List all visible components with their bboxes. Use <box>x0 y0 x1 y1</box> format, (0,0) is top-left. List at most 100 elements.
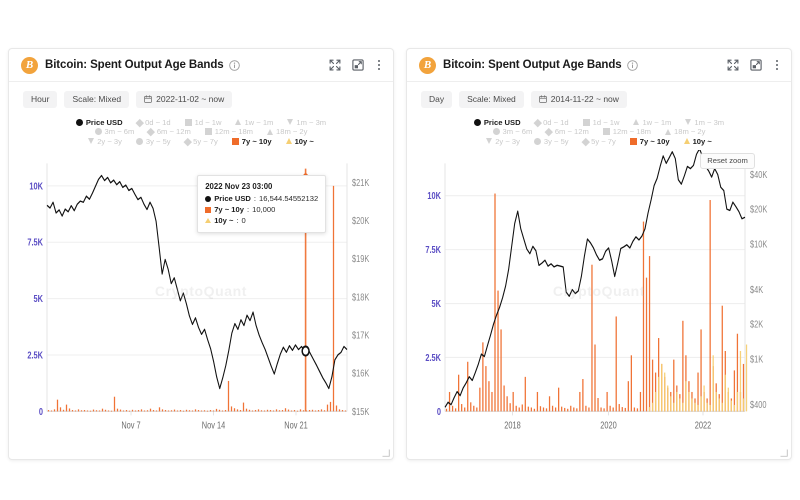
tri-down-marker-icon <box>287 119 294 126</box>
svg-text:$40K: $40K <box>750 169 767 180</box>
expand-icon[interactable] <box>727 59 739 71</box>
resize-handle-icon[interactable] <box>779 448 788 457</box>
svg-text:5K: 5K <box>34 293 44 304</box>
legend-item-6m-12m[interactable]: 6m ~ 12m <box>545 127 589 137</box>
tooltip-value: 16,544.54552132 <box>259 194 319 204</box>
info-icon[interactable] <box>228 59 240 71</box>
svg-text:$2K: $2K <box>750 319 763 330</box>
legend-label: 7y ~ 10y <box>639 136 670 146</box>
svg-text:2.5K: 2.5K <box>27 350 43 361</box>
legend-item-7y-10y[interactable]: 7y ~ 10y <box>231 136 272 146</box>
legend-item-5y-7y[interactable]: 5y ~ 7y <box>183 136 218 146</box>
legend-label: 1m ~ 3m <box>694 117 725 127</box>
tooltip-value: 10,000 <box>252 205 276 215</box>
legend-item-3m-6m[interactable]: 3m ~ 6m <box>94 128 134 136</box>
legend-item-10y-[interactable]: 10y ~ <box>285 138 314 146</box>
svg-text:$1K: $1K <box>750 354 763 365</box>
legend-label: Price USD <box>483 117 521 127</box>
scale-chip[interactable]: Scale: Mixed <box>64 91 130 108</box>
svg-text:$400: $400 <box>750 399 767 410</box>
legend-item-7y-10y[interactable]: 7y ~ 10y <box>629 136 670 146</box>
chart-plot-area-right[interactable]: 0 2.5K 5K 7.5K 10K $400 $1K $2K $4K $10K $20K $40K 2… <box>409 150 789 457</box>
interval-chip[interactable]: Day <box>421 91 453 108</box>
legend-label: 0d ~ 1d <box>145 117 171 127</box>
chart-legend: Price USD 0d ~ 1d 1d ~ 1w 1w ~ 1m 1m ~ 3m 3m … <box>9 113 393 151</box>
legend-item-1d-1w[interactable]: 1d ~ 1w <box>582 118 619 127</box>
header-actions <box>329 58 383 72</box>
popout-icon[interactable] <box>352 59 364 71</box>
legend-label: 12m ~ 18m <box>214 127 253 137</box>
legend-item-12m-18m[interactable]: 12m ~ 18m <box>204 127 253 137</box>
legend-item-3m-6m[interactable]: 3m ~ 6m <box>492 127 533 137</box>
svg-text:Nov 21: Nov 21 <box>284 420 308 431</box>
diamond-marker-icon <box>545 128 553 136</box>
legend-item-6m-12m[interactable]: 6m ~ 12m <box>147 128 191 136</box>
tri-up-marker-icon <box>267 128 273 135</box>
kebab-dot <box>378 60 380 62</box>
tri-down-marker-icon <box>88 138 95 145</box>
tooltip-value: 0 <box>241 216 246 226</box>
kebab-dot <box>776 68 778 70</box>
kebab-dot <box>378 68 380 70</box>
calendar-icon <box>539 95 547 104</box>
band-7y-10y-marker-icon <box>205 206 212 213</box>
interval-chip[interactable]: Hour <box>23 91 58 108</box>
circle-marker-icon <box>533 137 541 145</box>
square-marker-icon <box>204 128 212 136</box>
diamond-marker-icon <box>533 118 542 127</box>
date-range-chip[interactable]: 2022-11-02 ~ now <box>136 91 233 108</box>
info-icon[interactable] <box>626 59 638 71</box>
calendar-icon <box>144 95 152 104</box>
legend-item-2y-3y[interactable]: 2y ~ 3y <box>88 138 122 146</box>
legend-item-3y-5y[interactable]: 3y ~ 5y <box>135 138 171 146</box>
more-options-icon[interactable] <box>773 58 781 72</box>
legend-label: 1w ~ 1m <box>642 117 672 127</box>
expand-icon[interactable] <box>329 59 341 71</box>
date-range-label: 2014-11-22 ~ now <box>550 94 619 104</box>
legend-row: 3m ~ 6m 6m ~ 12m 12m ~ 18m 18m ~ 2y <box>17 128 385 136</box>
chart-panel-right: B Bitcoin: Spent Output Age Bands <box>406 48 792 460</box>
legend-item-0d-1d[interactable]: 0d ~ 1d <box>533 117 569 127</box>
tri-up-marker-icon <box>285 138 292 145</box>
legend-item-1m-3m[interactable]: 1m ~ 3m <box>287 118 326 127</box>
date-range-chip[interactable]: 2014-11-22 ~ now <box>530 91 627 108</box>
resize-handle-icon[interactable] <box>381 448 390 457</box>
legend-label: 1d ~ 1w <box>194 117 222 127</box>
legend-item-12m-18m[interactable]: 12m ~ 18m <box>602 128 651 136</box>
svg-text:$20K: $20K <box>750 204 767 215</box>
legend-row: Price USD 0d ~ 1d 1d ~ 1w 1w ~ 1m 1m ~ 3m <box>17 117 385 127</box>
legend-item-1w-1m[interactable]: 1w ~ 1m <box>235 118 273 127</box>
legend-item-10y-[interactable]: 10y ~ <box>683 136 712 146</box>
legend-label: 0d ~ 1d <box>543 117 569 127</box>
legend-item-5y-7y[interactable]: 5y ~ 7y <box>581 138 616 146</box>
tri-up-marker-icon <box>633 119 640 126</box>
legend-item-18m-2y[interactable]: 18m ~ 2y <box>267 128 307 136</box>
legend-label: 5y ~ 7y <box>193 136 218 146</box>
svg-text:$21K: $21K <box>352 177 369 188</box>
tooltip-title: 2022 Nov 23 03:00 <box>205 181 273 191</box>
legend-item-1w-1m[interactable]: 1w ~ 1m <box>633 117 672 127</box>
legend-item-0d-1d[interactable]: 0d ~ 1d <box>135 117 171 127</box>
legend-item-18m-2y[interactable]: 18m ~ 2y <box>665 128 705 136</box>
legend-label: 6m ~ 12m <box>554 127 589 137</box>
date-range-label: 2022-11-02 ~ now <box>156 94 225 104</box>
more-options-icon[interactable] <box>375 58 383 72</box>
legend-label: 3m ~ 6m <box>502 127 533 137</box>
legend-item-price-usd[interactable]: Price USD <box>75 118 123 127</box>
reset-zoom-button[interactable]: Reset zoom <box>700 153 755 169</box>
legend-label: 10y ~ <box>692 136 712 146</box>
legend-item-2y-3y[interactable]: 2y ~ 3y <box>486 138 520 146</box>
chart-plot-area-left[interactable]: 0 2.5K 5K 7.5K 10K $15K $16K $17K $18K $19K $20K $2… <box>11 150 391 457</box>
legend-label: 7y ~ 10y <box>241 136 272 146</box>
bitcoin-logo-icon: B <box>21 56 38 74</box>
legend-item-price-usd[interactable]: Price USD <box>473 117 521 127</box>
tooltip-key: 10y ~ <box>214 216 234 226</box>
legend-item-3y-5y[interactable]: 3y ~ 5y <box>533 137 569 146</box>
popout-icon[interactable] <box>750 59 762 71</box>
legend-item-1m-3m[interactable]: 1m ~ 3m <box>685 117 725 127</box>
square-marker-icon <box>231 137 239 145</box>
legend-row: 2y ~ 3y 3y ~ 5y 5y ~ 7y 7y ~ 10y 10y ~ <box>415 138 783 146</box>
legend-item-1d-1w[interactable]: 1d ~ 1w <box>184 117 222 127</box>
legend-label: 2y ~ 3y <box>97 136 122 146</box>
scale-chip[interactable]: Scale: Mixed <box>459 91 524 108</box>
